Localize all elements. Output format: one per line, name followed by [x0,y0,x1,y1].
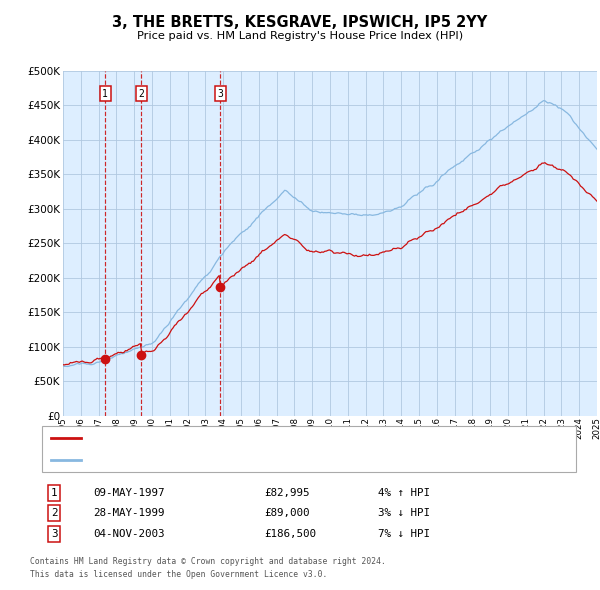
Text: 3: 3 [217,88,223,99]
Text: 3, THE BRETTS, KESGRAVE, IPSWICH, IP5 2YY: 3, THE BRETTS, KESGRAVE, IPSWICH, IP5 2Y… [112,15,488,30]
Text: Price paid vs. HM Land Registry's House Price Index (HPI): Price paid vs. HM Land Registry's House … [137,31,463,41]
Text: £82,995: £82,995 [264,488,310,497]
Text: 7% ↓ HPI: 7% ↓ HPI [378,529,430,539]
Text: 4% ↑ HPI: 4% ↑ HPI [378,488,430,497]
Text: £186,500: £186,500 [264,529,316,539]
Text: 1: 1 [51,488,57,497]
Text: 1: 1 [102,88,108,99]
Text: 2: 2 [139,88,145,99]
Text: 3: 3 [51,529,57,539]
Text: 04-NOV-2003: 04-NOV-2003 [93,529,164,539]
Text: 09-MAY-1997: 09-MAY-1997 [93,488,164,497]
Text: 3% ↓ HPI: 3% ↓ HPI [378,509,430,518]
Text: 2: 2 [51,509,57,518]
Text: 3, THE BRETTS, KESGRAVE, IPSWICH, IP5 2YY (detached house): 3, THE BRETTS, KESGRAVE, IPSWICH, IP5 2Y… [87,434,421,443]
Text: 28-MAY-1999: 28-MAY-1999 [93,509,164,518]
Text: This data is licensed under the Open Government Licence v3.0.: This data is licensed under the Open Gov… [30,571,328,579]
Text: £89,000: £89,000 [264,509,310,518]
Text: HPI: Average price, detached house, East Suffolk: HPI: Average price, detached house, East… [87,455,363,464]
Text: Contains HM Land Registry data © Crown copyright and database right 2024.: Contains HM Land Registry data © Crown c… [30,558,386,566]
